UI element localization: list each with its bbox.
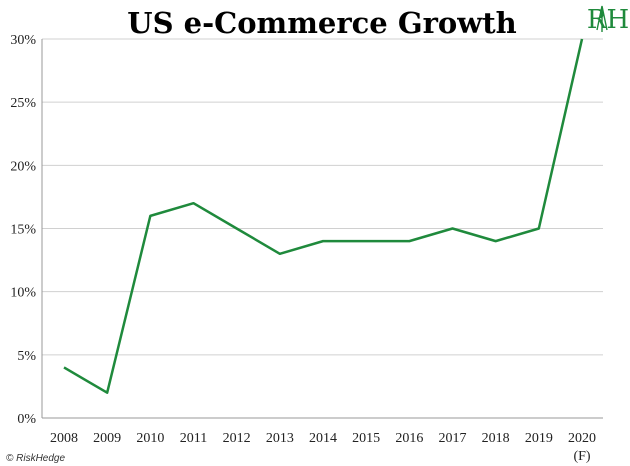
y-tick-label: 15% bbox=[10, 223, 36, 238]
y-tick-labels: 0% 5% 10% 15% 20% 25% 30% bbox=[10, 33, 36, 427]
x-tick-label: 2014 bbox=[309, 431, 337, 446]
x-tick-sublabel: (F) bbox=[573, 449, 590, 464]
riskhedge-logo: RH bbox=[587, 5, 629, 35]
y-tick-label: 30% bbox=[10, 33, 36, 48]
x-tick-label: 2019 bbox=[525, 431, 553, 446]
copyright-text: © RiskHedge bbox=[6, 453, 65, 464]
gridlines bbox=[42, 38, 603, 356]
y-tick-label: 0% bbox=[17, 412, 36, 427]
chart-title: US e-Commerce Growth bbox=[127, 6, 516, 40]
y-tick-label: 25% bbox=[10, 96, 36, 111]
x-tick-label: 2016 bbox=[395, 431, 423, 446]
x-tick-label: 2012 bbox=[223, 431, 251, 446]
x-tick-label: 2009 bbox=[93, 431, 121, 446]
x-tick-label: 2013 bbox=[266, 431, 294, 446]
axes bbox=[41, 39, 603, 419]
y-tick-label: 20% bbox=[10, 159, 36, 174]
y-tick-label: 10% bbox=[10, 286, 36, 301]
y-tick-label: 5% bbox=[17, 349, 36, 364]
series-lines bbox=[63, 38, 584, 394]
logo-arrow-icon bbox=[596, 5, 608, 32]
logo-text: RH bbox=[587, 5, 629, 35]
x-tick-label: 2017 bbox=[439, 431, 467, 446]
x-tick-label: 2011 bbox=[180, 431, 207, 446]
x-tick-label: 2008 bbox=[50, 431, 78, 446]
x-tick-label: 2018 bbox=[482, 431, 510, 446]
x-tick-label: 2010 bbox=[136, 431, 164, 446]
x-tick-labels: 2008 2009 2010 2011 2012 2013 2014 2015 2016 2017… bbox=[50, 431, 596, 464]
series-line bbox=[63, 38, 584, 394]
x-tick-label: 2020 bbox=[568, 431, 596, 446]
x-tick-label: 2015 bbox=[352, 431, 380, 446]
